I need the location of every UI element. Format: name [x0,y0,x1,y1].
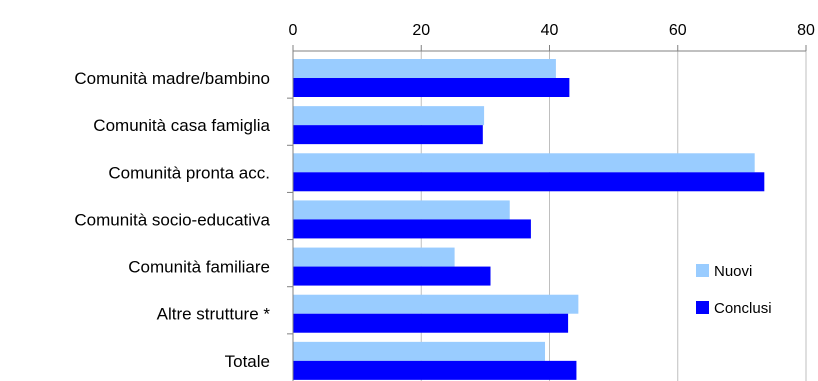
x-tick-label: 0 [289,22,298,39]
legend-swatch-nuovi [696,264,709,277]
bar-nuovi [293,106,485,126]
axes: 0 20 40 60 80 Comunità madre/bambino Comunità … [74,22,815,381]
bar-conclusi [293,172,765,192]
bar-conclusi [293,266,491,286]
bar-conclusi [293,360,577,380]
x-tick-label: 20 [412,22,430,39]
category-label: Comunità socio-educativa [74,210,270,229]
bar-nuovi [293,153,755,173]
category-label: Comunità pronta acc. [108,163,270,182]
bar-nuovi [293,294,579,314]
legend-label-nuovi: Nuovi [714,263,752,280]
category-label: Comunità familiare [128,258,270,277]
bar-conclusi [293,219,531,239]
x-tick-label: 80 [797,22,815,39]
bar-conclusi [293,125,483,145]
x-tick-label: 40 [541,22,559,39]
x-tick-label: 60 [669,22,687,39]
bar-nuovi [293,247,455,267]
category-label: Comunità madre/bambino [74,69,270,88]
bar-conclusi [293,313,569,333]
legend: Nuovi Conclusi [696,263,772,317]
bars [293,59,765,380]
bar-nuovi [293,341,546,361]
legend-swatch-conclusi [696,301,709,314]
bar-nuovi [293,200,510,220]
bar-conclusi [293,78,570,97]
legend-label-conclusi: Conclusi [714,300,772,317]
bar-nuovi [293,59,556,78]
category-label: Totale [225,352,270,371]
category-label: Altre strutture * [157,305,271,324]
category-label: Comunità casa famiglia [93,116,270,135]
